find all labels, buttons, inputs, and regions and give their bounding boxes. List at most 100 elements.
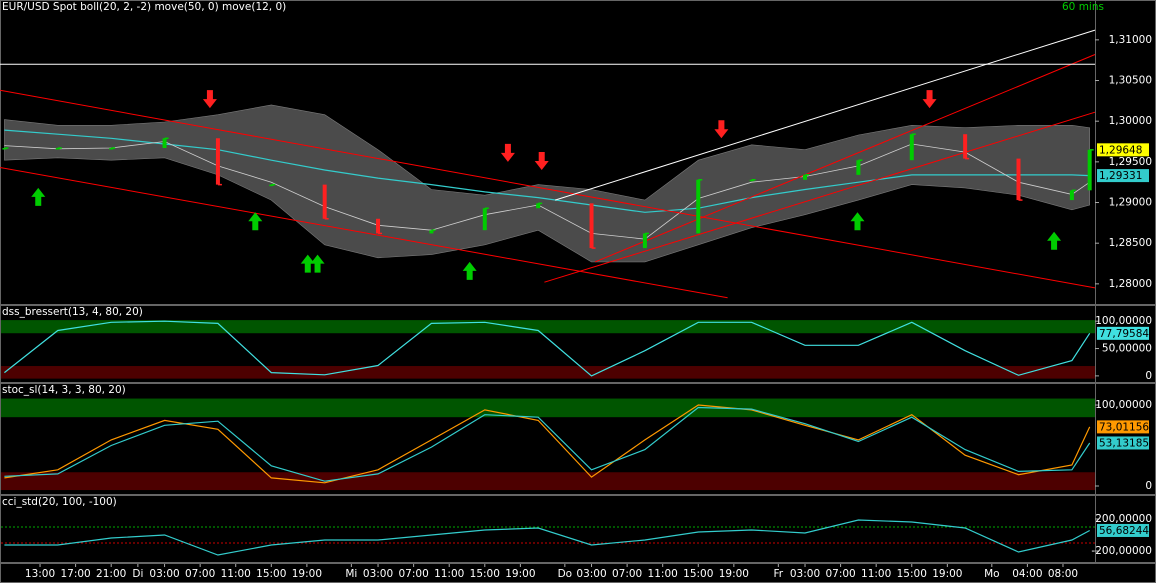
x-tick-label: 03:00 bbox=[149, 568, 179, 580]
y-tick-label: 100,00000 bbox=[1095, 399, 1152, 411]
y-tick-label: 1,29500 bbox=[1109, 156, 1152, 168]
price-bar bbox=[376, 218, 381, 234]
y-tick-label: 50,00000 bbox=[1102, 343, 1152, 355]
price-tag-label: 1,29648 bbox=[1099, 144, 1142, 156]
sell-arrow bbox=[500, 143, 515, 162]
y-tick-label: -200,00000 bbox=[1091, 545, 1152, 557]
x-tick-label: 13:00 bbox=[25, 568, 55, 580]
x-tick-label: 11:00 bbox=[648, 568, 678, 580]
price-bar bbox=[963, 134, 968, 159]
price-bar bbox=[429, 230, 434, 234]
x-tick-label: 15:00 bbox=[897, 568, 927, 580]
x-tick-label: Mi bbox=[345, 568, 357, 580]
panel-title: cci_std(20, 100, -100) bbox=[2, 496, 117, 508]
x-tick-label: 15:00 bbox=[470, 568, 500, 580]
zone bbox=[1, 472, 1095, 491]
price-bar bbox=[482, 208, 487, 231]
buy-arrow bbox=[31, 187, 46, 206]
trend-line bbox=[544, 111, 1096, 283]
x-tick-label: 15:00 bbox=[256, 568, 286, 580]
price-bar bbox=[322, 184, 327, 219]
x-tick-label: 19:00 bbox=[932, 568, 962, 580]
panel-title: dss_bressert(13, 4, 80, 20) bbox=[2, 306, 143, 318]
indicator-line bbox=[4, 404, 1091, 484]
price-tag-label: 1,29331 bbox=[1099, 170, 1142, 182]
x-tick-label: Mo bbox=[984, 568, 999, 580]
indicator-line bbox=[4, 519, 1090, 556]
price-bar bbox=[589, 203, 594, 249]
sell-arrow bbox=[534, 151, 549, 170]
price-bar bbox=[215, 138, 220, 185]
price-tag-label: 77,79584 bbox=[1099, 328, 1149, 340]
x-tick-label: 11:00 bbox=[221, 568, 251, 580]
price-bar bbox=[909, 134, 914, 161]
sell-arrow bbox=[922, 90, 937, 109]
price-bar bbox=[162, 138, 167, 149]
y-tick-label: 1,30500 bbox=[1109, 75, 1152, 87]
x-tick-label: 07:00 bbox=[185, 568, 215, 580]
y-tick-label: 1,29000 bbox=[1109, 197, 1152, 209]
x-tick-label: 15:00 bbox=[683, 568, 713, 580]
price-bar bbox=[1069, 190, 1074, 201]
x-tick-label: Do bbox=[558, 568, 573, 580]
x-tick-label: Di bbox=[132, 568, 143, 580]
y-tick-label: 200,00000 bbox=[1095, 513, 1152, 525]
y-tick-label: 0 bbox=[1145, 370, 1152, 382]
zone bbox=[1, 366, 1095, 379]
price-bar bbox=[536, 203, 541, 209]
trend-line bbox=[554, 29, 1096, 201]
x-tick-label: 03:00 bbox=[576, 568, 606, 580]
trend-line bbox=[0, 89, 1096, 289]
price-bar bbox=[2, 148, 7, 150]
price-bar bbox=[856, 160, 861, 175]
trend-line bbox=[0, 167, 728, 299]
y-tick-label: 1,28000 bbox=[1109, 278, 1152, 290]
x-tick-label: 07:00 bbox=[612, 568, 642, 580]
price-bar bbox=[803, 174, 808, 180]
sell-arrow bbox=[714, 120, 729, 139]
zone bbox=[1, 398, 1095, 418]
trend-line bbox=[594, 54, 1096, 263]
y-tick-label: 1,30000 bbox=[1109, 115, 1152, 127]
buy-arrow bbox=[310, 254, 325, 273]
price-tag bbox=[1097, 436, 1149, 450]
x-tick-label: 11:00 bbox=[861, 568, 891, 580]
x-tick-label: 11:00 bbox=[434, 568, 464, 580]
buy-arrow bbox=[850, 212, 865, 231]
price-bar bbox=[1016, 158, 1021, 201]
price-tag bbox=[1097, 523, 1149, 537]
x-tick-label: 21:00 bbox=[96, 568, 126, 580]
x-tick-label: 19:00 bbox=[505, 568, 535, 580]
timeframe: 60 mins bbox=[1062, 1, 1104, 13]
y-tick-label: 0 bbox=[1145, 480, 1152, 492]
panel-title: EUR/USD Spot boll(20, 2, -2) move(50, 0)… bbox=[2, 1, 286, 13]
buy-arrow bbox=[462, 261, 477, 280]
y-tick-label: 100,00000 bbox=[1095, 315, 1152, 327]
price-tag bbox=[1097, 143, 1149, 157]
indicator-line bbox=[4, 406, 1091, 482]
sell-arrow bbox=[202, 90, 217, 109]
buy-arrow bbox=[248, 212, 263, 231]
x-tick-label: 07:00 bbox=[398, 568, 428, 580]
buy-arrow bbox=[300, 254, 315, 273]
buy-arrow bbox=[1047, 231, 1062, 250]
moving-average-12 bbox=[4, 141, 1090, 240]
panel-title: stoc_sl(14, 3, 3, 80, 20) bbox=[2, 384, 126, 396]
x-tick-label: 03:00 bbox=[790, 568, 820, 580]
price-tag bbox=[1097, 169, 1149, 183]
x-tick-label: 03:00 bbox=[363, 568, 393, 580]
x-tick-label: 08:00 bbox=[1048, 568, 1078, 580]
price-tag-label: 53,13185 bbox=[1099, 437, 1149, 449]
y-tick-label: 1,28500 bbox=[1109, 237, 1152, 249]
price-bar bbox=[696, 179, 701, 234]
price-bar bbox=[642, 233, 647, 249]
y-tick-label: 1,31000 bbox=[1109, 34, 1152, 46]
price-tag-label: 73,01156 bbox=[1099, 421, 1149, 433]
x-tick-label: 04:00 bbox=[1012, 568, 1042, 580]
zone bbox=[1, 320, 1095, 334]
indicator-line bbox=[4, 320, 1091, 377]
x-tick-label: 19:00 bbox=[719, 568, 749, 580]
x-tick-label: 17:00 bbox=[60, 568, 90, 580]
price-tag-label: 56,68244 bbox=[1099, 525, 1149, 537]
